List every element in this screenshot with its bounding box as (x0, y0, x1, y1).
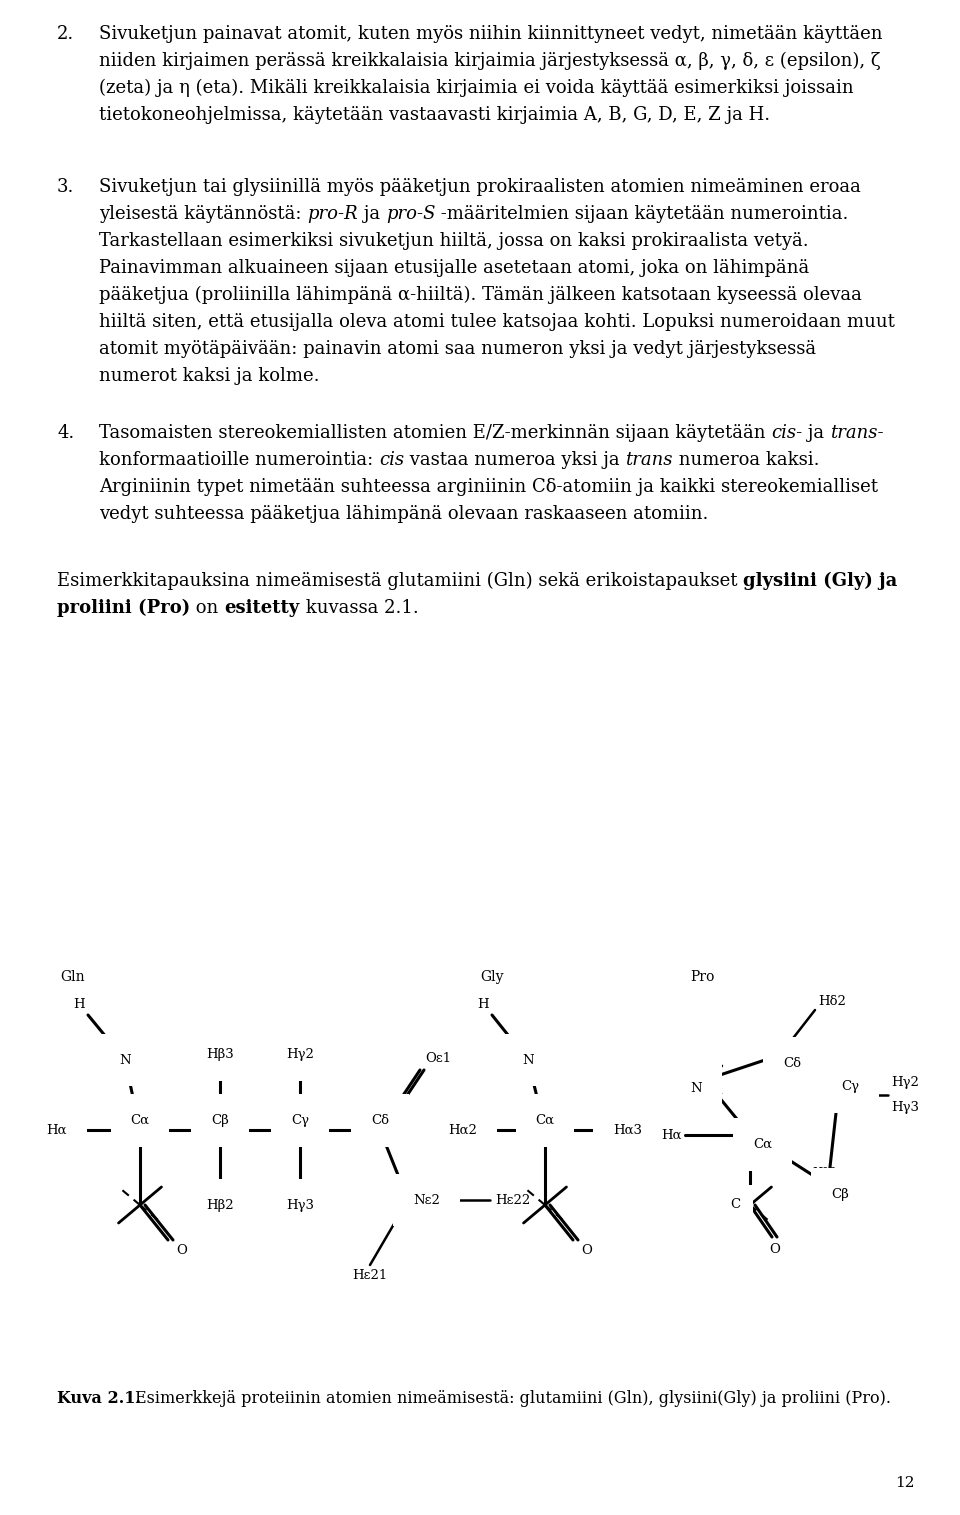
Text: O: O (581, 1244, 592, 1257)
Text: trans-: trans- (830, 424, 884, 442)
Text: kuvassa 2.1.: kuvassa 2.1. (300, 598, 419, 617)
Text: Hα2: Hα2 (448, 1124, 477, 1136)
Text: Hε22: Hε22 (495, 1194, 530, 1206)
Text: atomit myötäpäivään: painavin atomi saa numeron yksi ja vedyt järjestyksessä: atomit myötäpäivään: painavin atomi saa … (99, 339, 816, 358)
Text: Gly: Gly (480, 970, 503, 985)
Text: ja: ja (803, 424, 830, 442)
Text: esitetty: esitetty (225, 598, 300, 617)
Text: hiiltä siten, että etusijalla oleva atomi tulee katsojaa kohti. Lopuksi numeroid: hiiltä siten, että etusijalla oleva atom… (99, 314, 895, 330)
Text: Hβ2: Hβ2 (206, 1198, 234, 1212)
Text: Painavimman alkuaineen sijaan etusijalle asetetaan atomi, joka on lähimpänä: Painavimman alkuaineen sijaan etusijalle… (99, 259, 809, 277)
Text: niiden kirjaimen perässä kreikkalaisia kirjaimia järjestyksessä α, β, γ, δ, ε (e: niiden kirjaimen perässä kreikkalaisia k… (99, 52, 880, 70)
Text: Cβ: Cβ (831, 1188, 849, 1201)
Text: H: H (477, 998, 489, 1011)
Text: Tarkastellaan esimerkiksi sivuketjun hiiltä, jossa on kaksi prokiraalista vetyä.: Tarkastellaan esimerkiksi sivuketjun hii… (99, 232, 808, 250)
Text: Cβ: Cβ (211, 1114, 228, 1127)
Text: Cγ: Cγ (841, 1080, 859, 1092)
Text: Hγ2: Hγ2 (286, 1048, 314, 1060)
Text: Kuva 2.1.: Kuva 2.1. (57, 1389, 141, 1407)
Text: Cα: Cα (536, 1114, 555, 1127)
Text: Pro: Pro (690, 970, 714, 985)
Text: numerot kaksi ja kolme.: numerot kaksi ja kolme. (99, 367, 320, 385)
Text: 4.: 4. (57, 424, 74, 442)
Text: Hε21: Hε21 (352, 1270, 388, 1282)
Text: Hα: Hα (46, 1124, 67, 1136)
Text: Cα: Cα (753, 1138, 772, 1151)
Text: N: N (690, 1082, 702, 1095)
Text: Cδ: Cδ (371, 1114, 389, 1127)
Text: numeroa kaksi.: numeroa kaksi. (673, 451, 820, 470)
Text: Cδ: Cδ (783, 1057, 801, 1070)
Text: glysiini (Gly) ja: glysiini (Gly) ja (743, 573, 898, 591)
Text: Hβ2: Hβ2 (833, 1192, 860, 1206)
Text: pro-S: pro-S (386, 205, 435, 223)
Text: cis: cis (379, 451, 404, 470)
Text: O: O (770, 1242, 780, 1256)
Text: Hβ3: Hβ3 (206, 1048, 234, 1060)
Text: Gln: Gln (60, 970, 84, 985)
Text: vastaa numeroa yksi ja: vastaa numeroa yksi ja (404, 451, 626, 470)
Text: H: H (73, 998, 85, 1011)
Text: Nε2: Nε2 (413, 1194, 440, 1206)
Text: C: C (730, 1198, 740, 1212)
Text: tietokoneohjelmissa, käytetään vastaavasti kirjaimia A, B, G, D, E, Z ja H.: tietokoneohjelmissa, käytetään vastaavas… (99, 106, 770, 124)
Text: N: N (522, 1053, 534, 1067)
Text: vedyt suhteessa pääketjua lähimpänä olevaan raskaaseen atomiin.: vedyt suhteessa pääketjua lähimpänä olev… (99, 504, 708, 523)
Text: 2.: 2. (57, 26, 74, 42)
Text: proliini (Pro): proliini (Pro) (57, 598, 190, 617)
Text: Hγ3: Hγ3 (891, 1101, 919, 1114)
Text: Oε1: Oε1 (425, 1051, 451, 1065)
Text: Cγ: Cγ (291, 1114, 309, 1127)
Text: cis-: cis- (771, 424, 803, 442)
Text: Tasomaisten stereokemiallisten atomien E/Z-merkinnän sijaan käytetään: Tasomaisten stereokemiallisten atomien E… (99, 424, 771, 442)
Text: Hα3: Hα3 (613, 1124, 642, 1136)
Text: (zeta) ja η (eta). Mikäli kreikkalaisia kirjaimia ei voida käyttää esimerkiksi j: (zeta) ja η (eta). Mikäli kreikkalaisia … (99, 79, 853, 97)
Text: yleisestä käytännöstä:: yleisestä käytännöstä: (99, 205, 307, 223)
Text: Hγ3: Hγ3 (286, 1198, 314, 1212)
Text: Esimerkkitapauksina nimeämisestä glutamiini (Gln) sekä erikoistapaukset: Esimerkkitapauksina nimeämisestä glutami… (57, 573, 743, 591)
Text: Hδ3: Hδ3 (785, 1057, 810, 1070)
Text: ja: ja (358, 205, 386, 223)
Text: Esimerkkejä proteiinin atomien nimeämisestä: glutamiini (Gln), glysiini(Gly) ja : Esimerkkejä proteiinin atomien nimeämise… (135, 1389, 891, 1407)
Text: pro-R: pro-R (307, 205, 358, 223)
Text: trans: trans (626, 451, 673, 470)
Text: Arginiinin typet nimetään suhteessa arginiinin Cδ-atomiin ja kaikki stereokemial: Arginiinin typet nimetään suhteessa argi… (99, 479, 878, 495)
Text: Sivuketjun painavat atomit, kuten myös niihin kiinnittyneet vedyt, nimetään käyt: Sivuketjun painavat atomit, kuten myös n… (99, 26, 882, 42)
Text: Sivuketjun tai glysiinillä myös pääketjun prokiraalisten atomien nimeäminen eroa: Sivuketjun tai glysiinillä myös pääketju… (99, 177, 861, 195)
Text: -määritelmien sijaan käytetään numerointia.: -määritelmien sijaan käytetään numeroint… (435, 205, 849, 223)
Text: Hδ2: Hδ2 (818, 995, 846, 1007)
Text: on: on (190, 598, 225, 617)
Text: konformaatioille numerointia:: konformaatioille numerointia: (99, 451, 379, 470)
Text: 3.: 3. (57, 177, 74, 195)
Text: Cα: Cα (131, 1114, 150, 1127)
Text: 12: 12 (896, 1476, 915, 1489)
Text: Hβ3: Hβ3 (813, 1167, 837, 1180)
Text: Hα: Hα (661, 1129, 682, 1141)
Text: pääketjua (proliinilla lähimpänä α-hiiltä). Tämän jälkeen katsotaan kyseessä ole: pääketjua (proliinilla lähimpänä α-hiilt… (99, 286, 862, 305)
Text: N: N (119, 1053, 131, 1067)
Text: O: O (176, 1244, 187, 1257)
Text: Hγ2: Hγ2 (891, 1076, 919, 1089)
